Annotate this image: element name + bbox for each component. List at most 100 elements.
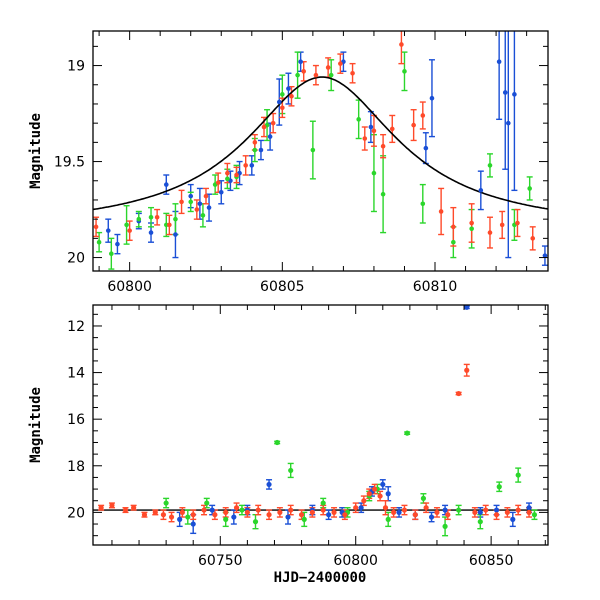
data-point bbox=[469, 220, 474, 226]
data-point bbox=[173, 216, 178, 222]
data-point bbox=[442, 507, 448, 513]
data-point bbox=[510, 516, 516, 522]
data-point bbox=[478, 188, 484, 193]
data-point bbox=[429, 95, 435, 101]
data-point bbox=[487, 163, 493, 168]
data-point bbox=[531, 512, 538, 518]
data-point bbox=[515, 220, 520, 226]
data-point bbox=[469, 226, 474, 232]
data-point bbox=[477, 519, 483, 525]
data-point bbox=[402, 69, 407, 74]
data-point bbox=[185, 514, 191, 520]
data-point bbox=[301, 69, 307, 74]
data-point bbox=[204, 500, 210, 506]
data-point bbox=[530, 236, 536, 241]
data-point bbox=[353, 505, 359, 511]
data-point bbox=[179, 509, 185, 515]
data-point bbox=[404, 430, 410, 436]
data-point bbox=[438, 209, 444, 214]
data-point bbox=[252, 140, 258, 145]
data-point bbox=[313, 72, 319, 78]
y-tick-label: 14 bbox=[67, 366, 85, 382]
full-ylabel: Magnitude bbox=[28, 387, 44, 463]
y-tick-label: 19 bbox=[67, 59, 85, 75]
data-point bbox=[194, 207, 200, 212]
data-point bbox=[188, 199, 194, 205]
data-point bbox=[270, 120, 276, 126]
data-point bbox=[280, 92, 285, 97]
data-point bbox=[401, 507, 408, 513]
data-point bbox=[197, 201, 203, 207]
data-point bbox=[361, 498, 367, 504]
data-point bbox=[223, 509, 229, 515]
data-point bbox=[122, 507, 129, 513]
data-point bbox=[124, 222, 129, 228]
data-point bbox=[320, 507, 326, 513]
data-point bbox=[396, 509, 402, 515]
data-point bbox=[504, 509, 510, 515]
data-point bbox=[456, 390, 462, 397]
data-point bbox=[136, 216, 142, 222]
data-point bbox=[356, 117, 361, 122]
data-point bbox=[168, 514, 175, 520]
data-point bbox=[371, 128, 377, 134]
data-point bbox=[377, 493, 383, 499]
data-point bbox=[515, 472, 521, 478]
data-point bbox=[148, 214, 154, 220]
data-point bbox=[328, 72, 334, 78]
data-point bbox=[350, 70, 355, 76]
data-point bbox=[385, 491, 391, 497]
data-point bbox=[152, 509, 158, 515]
full-ticks: 60750 60800 60850 12 14 16 18 20 bbox=[67, 305, 548, 569]
data-point bbox=[385, 516, 391, 522]
data-point bbox=[442, 523, 448, 529]
data-point bbox=[261, 124, 267, 130]
data-point bbox=[371, 170, 377, 176]
data-point bbox=[98, 505, 104, 511]
y-tick-label: 20 bbox=[67, 251, 85, 267]
data-point bbox=[288, 507, 294, 513]
data-point bbox=[487, 230, 493, 235]
data-point bbox=[515, 507, 521, 513]
zoom-panel: 60800 60805 60810 19 19.5 20 Magnitude bbox=[28, 30, 549, 295]
data-point bbox=[493, 507, 500, 513]
data-point bbox=[215, 180, 221, 185]
data-point bbox=[301, 516, 307, 522]
full-errorbars bbox=[98, 305, 538, 537]
data-point bbox=[512, 92, 517, 97]
data-point bbox=[255, 507, 261, 513]
data-point bbox=[233, 505, 240, 511]
data-point bbox=[526, 509, 532, 515]
data-point bbox=[420, 495, 427, 501]
zoom-points bbox=[93, 42, 548, 258]
data-point bbox=[451, 224, 456, 230]
data-point bbox=[331, 509, 337, 515]
full-xlabel: HJD−2400000 bbox=[274, 570, 367, 586]
data-point bbox=[483, 507, 489, 513]
data-point bbox=[295, 72, 300, 78]
data-point bbox=[141, 512, 148, 518]
data-point bbox=[277, 509, 283, 515]
data-point bbox=[163, 500, 169, 506]
data-point bbox=[506, 120, 511, 126]
data-point bbox=[477, 509, 483, 515]
data-point bbox=[154, 214, 160, 220]
data-point bbox=[382, 505, 389, 511]
data-point bbox=[286, 86, 291, 91]
x-tick-label: 60800 bbox=[107, 279, 152, 295]
data-point bbox=[527, 186, 532, 191]
data-point bbox=[218, 189, 224, 195]
data-point bbox=[472, 509, 478, 515]
data-point bbox=[93, 224, 99, 230]
data-point bbox=[243, 163, 248, 168]
data-point bbox=[445, 512, 451, 518]
data-point bbox=[249, 163, 255, 168]
x-tick-label: 60800 bbox=[333, 553, 378, 569]
data-point bbox=[231, 514, 237, 520]
data-point bbox=[234, 172, 239, 178]
data-point bbox=[326, 512, 332, 518]
zoom-errorbars bbox=[93, 31, 548, 270]
full-frame bbox=[92, 304, 549, 546]
data-point bbox=[309, 509, 315, 515]
data-point bbox=[266, 512, 272, 518]
